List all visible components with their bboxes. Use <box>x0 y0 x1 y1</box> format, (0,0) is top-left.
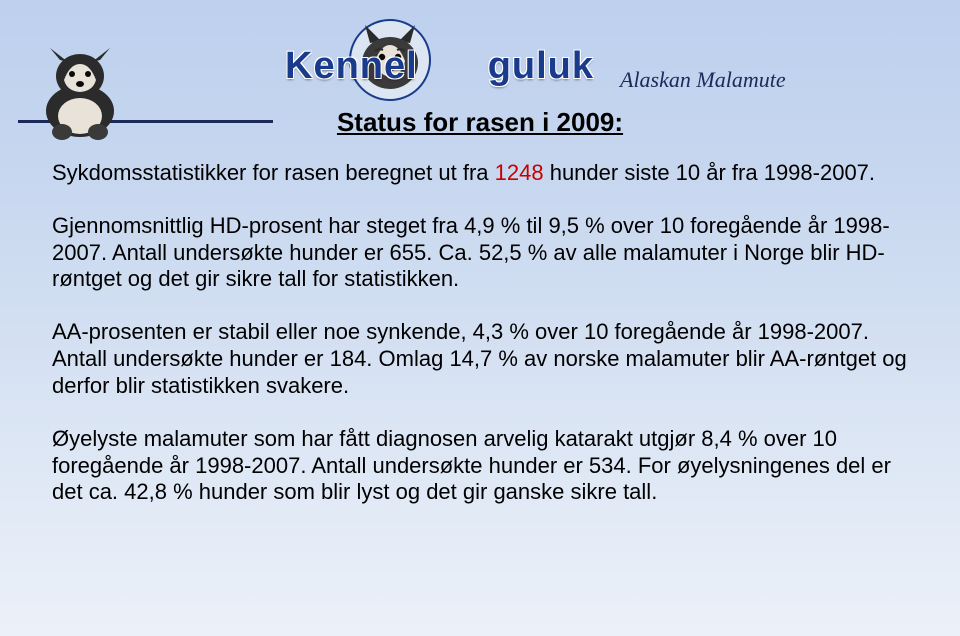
p1-text-a: Sykdomsstatistikker for rasen beregnet u… <box>52 160 495 185</box>
paragraph-4: Øyelyste malamuter som har fått diagnose… <box>52 426 907 506</box>
brand-prefix: Kennel <box>285 45 418 87</box>
body-text: Sykdomsstatistikker for rasen beregnet u… <box>52 160 907 532</box>
page-title: Status for rasen i 2009: <box>0 107 960 138</box>
brand-suffix: guluk <box>488 45 594 87</box>
puppy-image <box>20 36 140 146</box>
paragraph-3: AA-prosenten er stabil eller noe synkend… <box>52 319 907 399</box>
brand-wordmark: Kennel guluk <box>285 45 594 88</box>
brand-banner: Kennel guluk Alaskan Malamute <box>285 15 805 105</box>
p1-text-b: hunder siste 10 år fra 1998-2007. <box>544 160 875 185</box>
p1-red-number: 1248 <box>495 160 544 185</box>
paragraph-1: Sykdomsstatistikker for rasen beregnet u… <box>52 160 907 187</box>
brand-subtitle: Alaskan Malamute <box>620 67 786 93</box>
paragraph-2: Gjennomsnittlig HD-prosent har steget fr… <box>52 213 907 293</box>
